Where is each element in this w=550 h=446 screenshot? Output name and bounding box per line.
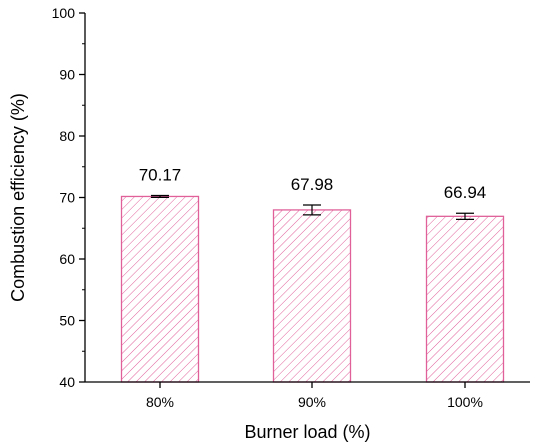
y-tick-label: 90 xyxy=(59,67,75,83)
data-label: 67.98 xyxy=(291,175,334,194)
y-tick-label: 80 xyxy=(59,128,75,144)
data-label: 70.17 xyxy=(139,166,182,185)
y-axis-title: Combustion efficiency (%) xyxy=(8,93,28,302)
y-tick-label: 70 xyxy=(59,190,75,206)
y-tick-label: 50 xyxy=(59,313,75,329)
bar xyxy=(272,209,352,383)
x-tick-label: 100% xyxy=(447,394,483,410)
data-label: 66.94 xyxy=(444,183,487,202)
y-tick-label: 100 xyxy=(52,5,76,21)
y-ticks: 40 50 60 70 80 90 100 xyxy=(52,5,85,390)
data-labels: 70.17 67.98 66.94 xyxy=(139,166,487,203)
x-ticks: 80% 90% 100% xyxy=(146,382,483,410)
bar xyxy=(120,195,200,383)
bars xyxy=(120,195,505,383)
bar xyxy=(425,215,505,383)
x-tick-label: 90% xyxy=(298,394,326,410)
error-bars xyxy=(151,194,474,220)
x-axis-title: Burner load (%) xyxy=(244,422,370,442)
y-tick-label: 60 xyxy=(59,251,75,267)
y-tick-label: 40 xyxy=(59,374,75,390)
x-tick-label: 80% xyxy=(146,394,174,410)
